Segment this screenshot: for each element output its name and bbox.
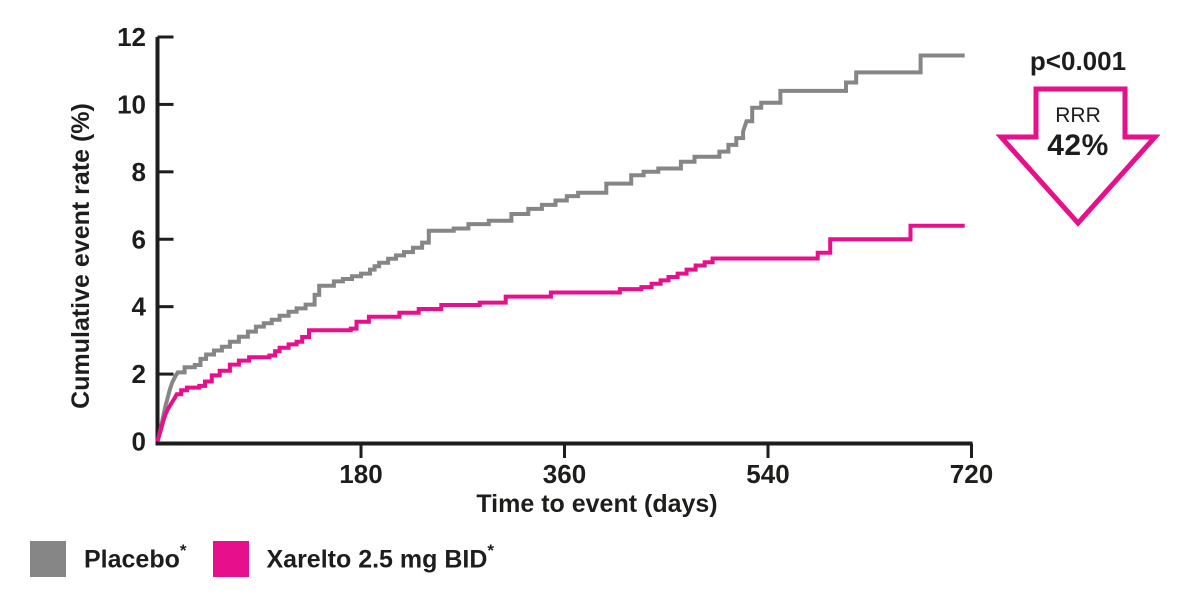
p-value-label: p<0.001 xyxy=(1029,46,1127,76)
x-tick-label: 360 xyxy=(543,459,586,489)
xarelto-curve xyxy=(155,223,965,443)
y-tick-label: 8 xyxy=(132,157,146,187)
x-tick-label: 720 xyxy=(950,459,993,489)
down-arrow-shape xyxy=(996,86,1160,227)
y-tick-label: 10 xyxy=(117,89,146,119)
curves xyxy=(155,53,965,443)
legend-item-placebo: Placebo* xyxy=(30,541,187,577)
xarelto-swatch xyxy=(212,541,249,577)
placebo-label: Placebo* xyxy=(84,541,187,574)
rrr-label: RRR xyxy=(1055,104,1101,127)
y-tick-label: 6 xyxy=(132,224,146,254)
rrr-arrow: RRR 42% xyxy=(996,84,1160,228)
rrr-value: 42% xyxy=(1047,129,1109,162)
y-tick-label: 12 xyxy=(117,22,146,52)
x-tick-label: 540 xyxy=(746,459,789,489)
legend: Placebo* Xarelto 2.5 mg BID* xyxy=(30,541,494,577)
placebo-curve xyxy=(155,53,965,442)
y-tick-label: 0 xyxy=(132,427,146,457)
down-arrow-icon: RRR 42% xyxy=(996,86,1160,227)
y-tick-label: 4 xyxy=(132,292,147,322)
tick-marks: 0 2 4 6 8 10 12 180 360 540 720 xyxy=(117,22,993,489)
x-tick-label: 180 xyxy=(339,459,382,489)
y-tick-label: 2 xyxy=(132,359,146,389)
x-axis-title: Time to event (days) xyxy=(476,490,717,518)
legend-item-xarelto: Xarelto 2.5 mg BID* xyxy=(212,541,495,577)
xarelto-label: Xarelto 2.5 mg BID* xyxy=(266,541,495,574)
rrr-annotation: p<0.001 RRR 42% xyxy=(996,44,1160,228)
y-axis-title: Cumulative event rate (%) xyxy=(67,103,95,409)
placebo-swatch xyxy=(30,541,66,577)
